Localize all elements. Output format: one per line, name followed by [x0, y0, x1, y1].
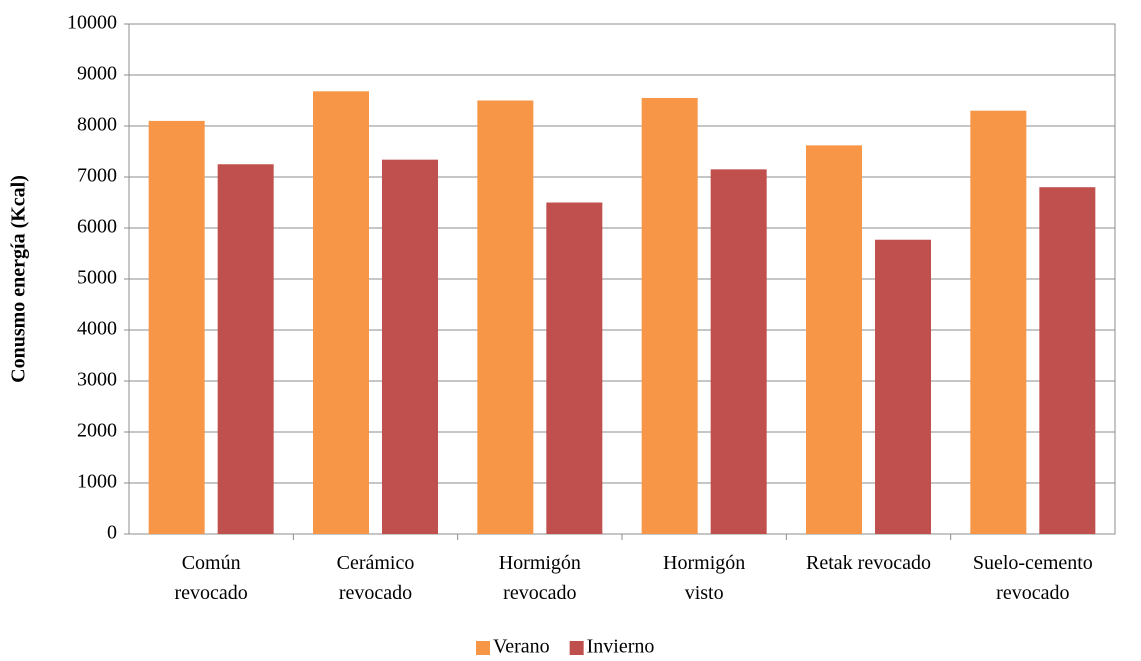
y-tick-label: 9000: [77, 63, 117, 85]
x-tick-label-line: Retak revocado: [806, 552, 931, 574]
y-tick-label: 2000: [77, 420, 117, 442]
y-tick-label: 6000: [77, 216, 117, 238]
y-tick-label: 7000: [77, 165, 117, 187]
bar: [382, 159, 438, 534]
bar: [546, 202, 603, 534]
legend-swatch: [569, 641, 584, 655]
y-tick-label: 10000: [67, 12, 117, 34]
bar: [313, 91, 369, 534]
x-tick-label-line: revocado: [175, 582, 248, 604]
x-tick-label-line: revocado: [339, 582, 412, 604]
bar: [806, 145, 862, 534]
legend-label: Invierno: [587, 636, 655, 658]
bar: [641, 97, 698, 534]
y-tick-label: 0: [107, 522, 117, 544]
legend-swatch: [476, 641, 490, 655]
legend-label: Verano: [493, 636, 550, 658]
y-tick-label: 3000: [77, 369, 117, 391]
bar: [710, 169, 767, 534]
x-tick-label-line: Hormigón: [663, 552, 745, 574]
bar: [477, 100, 534, 534]
bar: [217, 164, 274, 534]
x-tick-label-line: Suelo-cemento: [973, 552, 1093, 574]
y-tick-label: 1000: [77, 471, 117, 493]
bar: [875, 239, 931, 535]
bar: [148, 120, 205, 535]
bar: [1039, 187, 1096, 534]
y-axis-label: Conusmo energía (Kcal): [8, 175, 30, 383]
x-tick-label: Hormigón visto: [663, 552, 745, 604]
x-tick-label-line: Hormigón: [499, 552, 581, 574]
x-tick-label-line: Cerámico: [337, 552, 415, 574]
x-tick-label-line: visto: [685, 582, 724, 604]
x-tick-label: Retak revocado: [806, 552, 931, 574]
y-tick-label: 4000: [77, 318, 117, 340]
y-tick-label: 5000: [77, 267, 117, 289]
x-tick-label: Cerámico revocado: [337, 552, 415, 604]
x-tick-label: Común revocado: [175, 552, 248, 604]
x-tick-label: Hormigón revocado: [499, 552, 581, 604]
x-tick-label: Suelo-cemento revocado: [973, 552, 1093, 604]
x-tick-label-line: revocado: [996, 582, 1069, 604]
y-tick-label: 8000: [77, 114, 117, 136]
bar: [970, 110, 1027, 534]
x-tick-label-line: Común: [182, 552, 241, 574]
x-tick-label-line: revocado: [503, 582, 576, 604]
